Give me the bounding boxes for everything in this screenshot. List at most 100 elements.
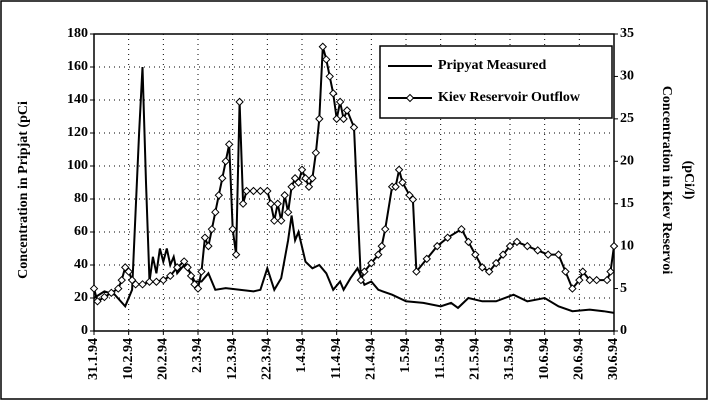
marker	[568, 284, 577, 293]
marker	[356, 275, 366, 285]
marker	[602, 275, 612, 285]
marker	[190, 280, 199, 289]
y-tick-label: 100	[67, 158, 88, 173]
marker	[578, 267, 588, 276]
x-tick-label: 31.5.94	[502, 338, 517, 380]
marker	[484, 267, 494, 276]
y2-tick-label: 15	[620, 196, 634, 211]
marker	[221, 157, 230, 166]
x-tick-label: 1.4.94	[294, 338, 309, 373]
x-tick-label: 20.2.94	[156, 338, 171, 380]
marker	[315, 114, 324, 124]
marker	[592, 275, 601, 285]
x-tick-label: 30.6.94	[606, 338, 621, 380]
marker	[287, 182, 296, 191]
marker	[328, 89, 338, 98]
marker	[339, 114, 348, 124]
marker	[561, 267, 570, 276]
marker	[394, 165, 404, 174]
marker	[505, 241, 515, 251]
x-tick-label: 11.5.94	[433, 338, 448, 379]
marker	[554, 250, 563, 259]
x-tick-label: 2.3.94	[190, 338, 205, 373]
marker	[179, 257, 189, 266]
marker	[120, 263, 130, 272]
y2-tick-label: 10	[620, 238, 634, 253]
marker	[193, 284, 203, 293]
x-tick-label: 21.5.94	[468, 338, 483, 380]
marker	[391, 182, 400, 191]
marker	[491, 258, 501, 268]
y2-tick-label: 25	[620, 111, 634, 126]
marker	[464, 237, 473, 247]
y2-tick-label: 30	[620, 69, 634, 84]
x-tick-label: 20.6.94	[572, 338, 587, 380]
marker	[301, 174, 310, 183]
marker	[276, 216, 286, 225]
x-tick-label: 21.4.94	[364, 338, 379, 380]
marker	[242, 186, 251, 196]
marker	[138, 280, 147, 289]
marker	[152, 277, 161, 286]
marker	[100, 292, 109, 302]
marker	[609, 241, 619, 251]
marker	[374, 250, 383, 259]
y-tick-label: 60	[74, 224, 88, 239]
marker	[183, 263, 192, 272]
y-tick-label: 180	[67, 26, 88, 41]
marker	[114, 284, 123, 293]
marker	[228, 224, 237, 234]
marker	[432, 241, 442, 251]
marker	[107, 288, 116, 298]
marker	[443, 233, 452, 242]
y2-tick-label: 5	[620, 281, 627, 296]
marker	[270, 216, 279, 225]
y-tick-label: 140	[67, 92, 88, 107]
marker	[127, 275, 137, 285]
y2-axis-label: (pCi/l)	[681, 161, 696, 200]
marker	[422, 254, 432, 264]
marker	[294, 178, 303, 187]
y-tick-label: 0	[81, 323, 88, 338]
marker	[398, 178, 407, 187]
marker	[408, 195, 418, 204]
marker	[308, 174, 317, 183]
marker	[131, 280, 140, 289]
marker	[207, 224, 217, 234]
marker	[412, 267, 421, 276]
y2-axis-label: Concentration in Kiev Reservoi	[659, 86, 674, 275]
legend-label: Pripyat Measured	[438, 58, 546, 73]
marker	[523, 241, 532, 251]
x-tick-label: 22.3.94	[260, 338, 275, 380]
series-line	[93, 46, 615, 303]
marker	[322, 55, 331, 64]
legend-marker	[405, 93, 415, 103]
marker	[172, 263, 182, 272]
marker	[218, 174, 227, 183]
marker	[166, 271, 175, 281]
marker	[349, 123, 359, 132]
marker	[93, 297, 102, 306]
legend-box	[379, 45, 613, 119]
marker	[263, 186, 272, 196]
marker	[325, 72, 334, 81]
x-tick-label: 1.5.94	[398, 338, 413, 373]
y2-tick-label: 35	[620, 26, 634, 41]
x-tick-label: 31.1.94	[86, 338, 101, 380]
marker	[273, 199, 282, 208]
marker	[159, 275, 168, 285]
y-tick-label: 120	[67, 125, 88, 140]
marker	[211, 207, 220, 217]
marker	[498, 250, 508, 259]
marker	[380, 224, 390, 234]
marker	[304, 182, 314, 191]
marker	[249, 186, 258, 196]
marker	[231, 250, 241, 259]
marker	[512, 237, 522, 247]
marker	[283, 207, 293, 217]
marker	[256, 186, 265, 196]
marker	[145, 277, 154, 286]
legend-label: Kiev Reservoir Outflow	[438, 90, 581, 105]
marker	[533, 246, 542, 255]
